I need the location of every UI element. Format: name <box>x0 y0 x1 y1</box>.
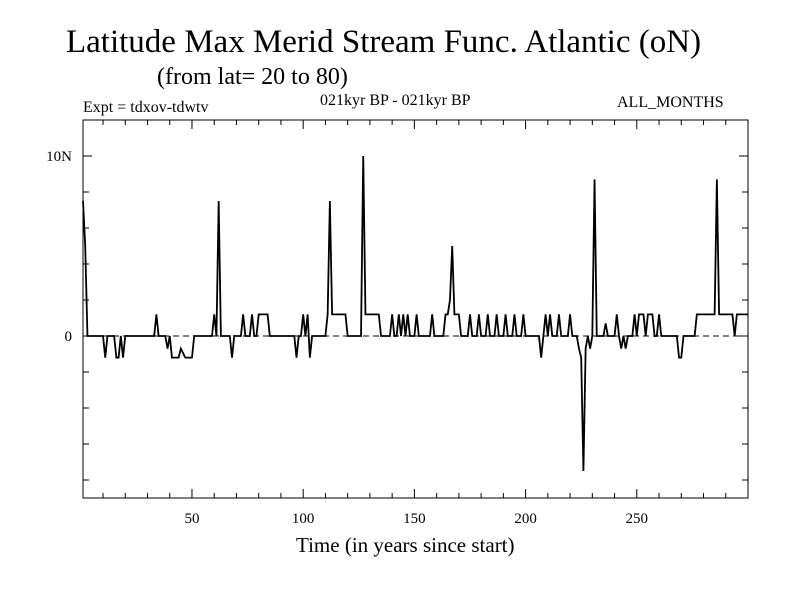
x-tick-label: 250 <box>626 511 649 527</box>
series-line <box>82 155 748 472</box>
y-tick-label: 10N <box>46 149 72 165</box>
chart-subtitle: (from lat= 20 to 80) <box>157 64 348 90</box>
chart-title: Latitude Max Merid Stream Func. Atlantic… <box>66 24 702 60</box>
x-tick-label: 100 <box>292 511 315 527</box>
months-label: ALL_MONTHS <box>617 94 724 111</box>
y-tick-label: 0 <box>65 329 73 345</box>
x-axis-label: Time (in years since start) <box>296 533 515 557</box>
period-label: 021kyr BP - 021kyr BP <box>320 92 471 109</box>
plot-frame <box>82 119 749 499</box>
experiment-label: Expt = tdxov-tdwtv <box>83 99 209 116</box>
x-tick-label: 200 <box>514 511 537 527</box>
x-tick-label: 150 <box>403 511 426 527</box>
x-tick-label: 50 <box>184 511 199 527</box>
